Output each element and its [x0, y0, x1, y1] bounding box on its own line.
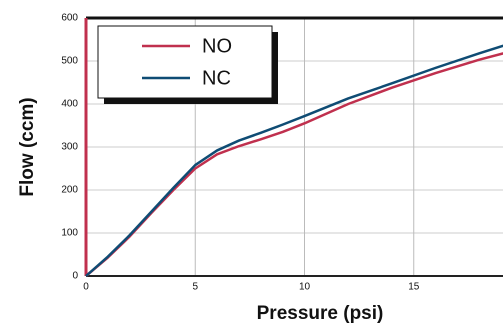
y-tick-label: 300 — [61, 142, 78, 153]
x-tick-label: 5 — [192, 282, 198, 293]
line-series — [85, 44, 503, 277]
y-tick-label: 600 — [61, 13, 78, 24]
legend-label: NO — [202, 35, 232, 57]
legend-box — [97, 25, 273, 99]
x-axis-label: Pressure (psi) — [257, 303, 384, 324]
y-tick-label: 200 — [61, 185, 78, 196]
y-tick-label: 500 — [61, 56, 78, 67]
y-tick-label: 100 — [61, 228, 78, 239]
y-axis-label: Flow (ccm) — [17, 97, 38, 196]
legend-label: NC — [202, 67, 231, 89]
y-tick-label: 0 — [72, 271, 78, 282]
x-tick-label: 15 — [408, 282, 420, 293]
y-tick-label: 400 — [61, 99, 78, 110]
x-tick-label: 0 — [83, 282, 89, 293]
x-tick-label: 10 — [299, 282, 311, 293]
